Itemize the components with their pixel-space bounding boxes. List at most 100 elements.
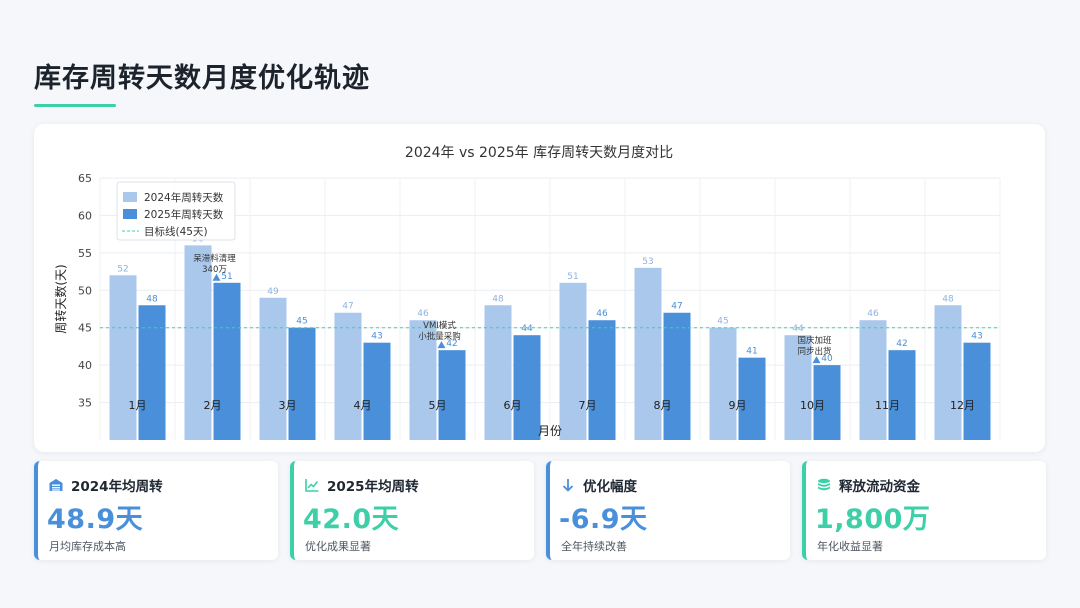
kpi-label: 2025年均周转 — [327, 479, 419, 495]
bar-value-label-2024: 46 — [867, 309, 879, 319]
kpi-label: 2024年均周转 — [71, 479, 163, 495]
annotation-arrow — [437, 341, 446, 349]
bar-value-label-2025: 41 — [746, 347, 757, 357]
bar-2024 — [409, 320, 437, 440]
bar-value-label-2025: 40 — [821, 354, 833, 364]
bar-value-label-2024: 44 — [792, 324, 804, 334]
bar-value-label-2025: 48 — [146, 294, 158, 304]
bar-value-label-2025: 46 — [596, 309, 608, 319]
kpi-row: 2024年均周转 48.9天 月均库存成本高 2025年均周转 42.0天 优化… — [34, 461, 1047, 562]
y-tick-label: 55 — [78, 247, 92, 260]
bar-value-label-2024: 48 — [492, 294, 504, 304]
x-tick-label: 12月 — [950, 399, 975, 412]
bar-2024 — [709, 327, 737, 440]
kpi-card-released-capital: 释放流动资金 1,800万 年化收益显著 — [802, 461, 1046, 560]
bar-value-label-2024: 45 — [717, 317, 728, 327]
bar-2025 — [588, 320, 616, 440]
bar-value-label-2024: 51 — [567, 272, 578, 282]
bar-value-label-2024: 53 — [642, 257, 653, 267]
chart-card: 2024年 vs 2025年 库存周转天数月度对比 35 40 45 50 55 60 65 5… — [34, 124, 1045, 452]
bar-2025 — [663, 312, 691, 440]
x-tick-label: 4月 — [354, 399, 372, 412]
bar-2025 — [213, 282, 241, 440]
bar-2024 — [259, 297, 287, 440]
kpi-value: 48.9天 — [47, 504, 144, 535]
legend-swatch-2025 — [123, 209, 137, 219]
x-tick-label: 1月 — [129, 399, 147, 412]
bar-value-label-2025: 51 — [221, 272, 232, 282]
bar-2024 — [784, 335, 812, 440]
x-tick-label: 5月 — [429, 399, 447, 412]
kpi-value: -6.9天 — [559, 504, 648, 535]
bar-chart: 2024年 vs 2025年 库存周转天数月度对比 35 40 45 50 55 60 65 5… — [53, 145, 1001, 440]
kpi-description: 年化收益显著 — [817, 540, 883, 553]
legend-swatch-2024 — [123, 192, 137, 202]
bar-value-label-2024: 46 — [417, 309, 429, 319]
annotation-label: 呆滞料清理 — [193, 253, 236, 264]
bar-value-label-2025: 43 — [971, 332, 982, 342]
legend-label-target: 目标线(45天) — [144, 225, 208, 238]
x-tick-label: 10月 — [800, 399, 825, 412]
x-tick-label: 8月 — [654, 399, 672, 412]
kpi-label: 释放流动资金 — [839, 479, 920, 495]
bar-2024 — [334, 312, 362, 440]
bar-value-label-2025: 43 — [371, 332, 382, 342]
y-tick-label: 40 — [78, 359, 92, 372]
bar-value-label-2024: 48 — [942, 294, 954, 304]
chart-title: 2024年 vs 2025年 库存周转天数月度对比 — [405, 145, 673, 161]
bar-2024 — [859, 320, 887, 440]
bar-2024 — [634, 267, 662, 440]
x-tick-label: 7月 — [579, 399, 597, 412]
y-tick-label: 45 — [78, 322, 92, 335]
bar-2025 — [738, 357, 766, 440]
x-tick-label: 2月 — [204, 399, 222, 412]
bar-value-label-2024: 47 — [342, 302, 353, 312]
kpi-card-2024-average: 2024年均周转 48.9天 月均库存成本高 — [34, 461, 278, 560]
bar-2025 — [363, 342, 391, 440]
bar-2024 — [934, 305, 962, 440]
annotation-arrow — [812, 356, 821, 364]
bar-value-label-2024: 49 — [267, 287, 279, 297]
annotation-arrow — [212, 273, 221, 281]
bar-2025 — [813, 365, 841, 440]
bar-2025 — [888, 350, 916, 440]
y-tick-label: 35 — [78, 397, 92, 410]
y-axis-title: 周转天数(天) — [53, 264, 68, 333]
bar-2025 — [288, 327, 316, 440]
annotation-label: 340万 — [202, 265, 227, 275]
legend-label-2024: 2024年周转天数 — [144, 191, 224, 204]
legend-box — [116, 181, 236, 241]
bar-2025 — [963, 342, 991, 440]
x-axis-title: 月份 — [538, 424, 562, 438]
bar-value-label-2024: 52 — [117, 264, 128, 274]
kpi-description: 全年持续改善 — [561, 540, 627, 553]
legend-label-2025: 2025年周转天数 — [144, 208, 224, 221]
x-tick-label: 9月 — [729, 399, 747, 412]
x-tick-label: 3月 — [279, 399, 297, 412]
kpi-description: 优化成果显著 — [305, 540, 371, 553]
bar-2024 — [484, 305, 512, 440]
kpi-description: 月均库存成本高 — [49, 540, 126, 553]
bar-value-label-2025: 45 — [296, 317, 307, 327]
line-chart-icon — [305, 479, 319, 492]
kpi-label: 优化幅度 — [583, 479, 637, 495]
y-tick-label: 65 — [78, 172, 92, 185]
kpi-card-optimization: 优化幅度 -6.9天 全年持续改善 — [546, 461, 790, 560]
bar-2025 — [138, 305, 166, 440]
kpi-value: 1,800万 — [815, 504, 931, 535]
kpi-value: 42.0天 — [303, 504, 400, 535]
bar-2024 — [559, 282, 587, 440]
y-tick-label: 50 — [78, 284, 92, 297]
annotation-label: 国庆加班 — [797, 335, 832, 346]
annotation-label: 同步出货 — [797, 346, 832, 357]
bar-2024 — [184, 245, 212, 440]
kpi-card-2025-average: 2025年均周转 42.0天 优化成果显著 — [290, 461, 534, 560]
title-underline — [34, 104, 116, 107]
annotation-label: VMI模式 — [423, 320, 456, 331]
warehouse-icon — [49, 479, 63, 491]
arrow-down-icon — [562, 479, 574, 492]
bar-value-label-2025: 42 — [896, 339, 907, 349]
bar-2024 — [109, 275, 137, 440]
coins-icon — [818, 478, 830, 491]
y-tick-label: 60 — [78, 209, 92, 222]
